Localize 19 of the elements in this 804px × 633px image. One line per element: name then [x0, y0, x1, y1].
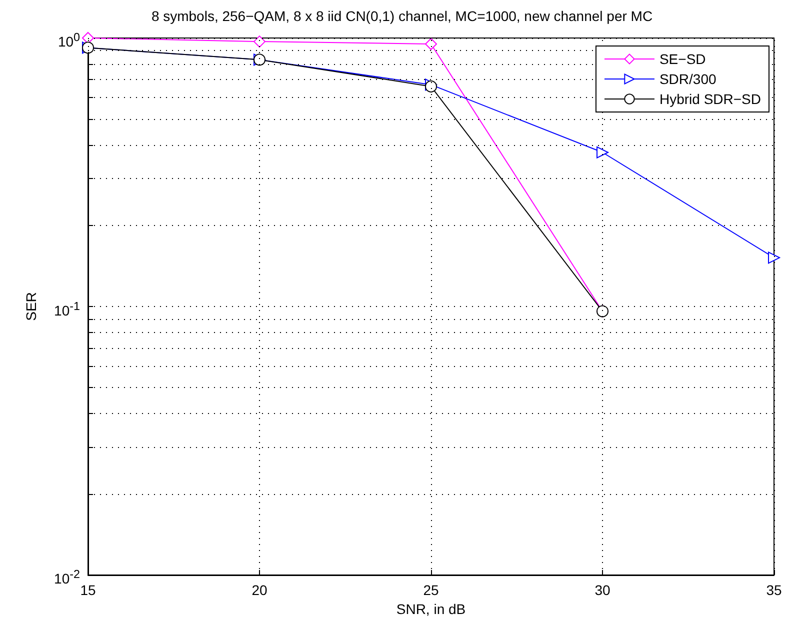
legend-label: Hybrid SDR−SD	[659, 91, 762, 107]
x-axis-title: SNR, in dB	[396, 600, 466, 617]
y-tick-label: 10$^{-2}$	[54, 567, 80, 588]
y-tick-label: 10$^{-1}$	[54, 298, 80, 320]
x-tick-label: 35	[766, 582, 782, 598]
legend-label: SE−SD	[659, 51, 706, 67]
x-tick-label: 15	[80, 582, 96, 598]
x-tick-label: 30	[594, 582, 610, 598]
point	[82, 32, 94, 44]
x-tick-label: 20	[252, 582, 268, 598]
y-tick-label: 10$^{0}$	[58, 30, 80, 51]
point	[425, 38, 437, 50]
point	[768, 252, 780, 264]
x-tick-label: 25	[423, 582, 439, 598]
point	[596, 146, 608, 158]
point	[254, 36, 266, 48]
legend-label: SDR/300	[659, 71, 716, 87]
chart-title: 8 symbols, 256−QAM, 8 x 8 iid CN(0,1) channel, MC=1000, new channel per MC	[151, 8, 653, 24]
y-axis-title: SER	[23, 292, 39, 321]
